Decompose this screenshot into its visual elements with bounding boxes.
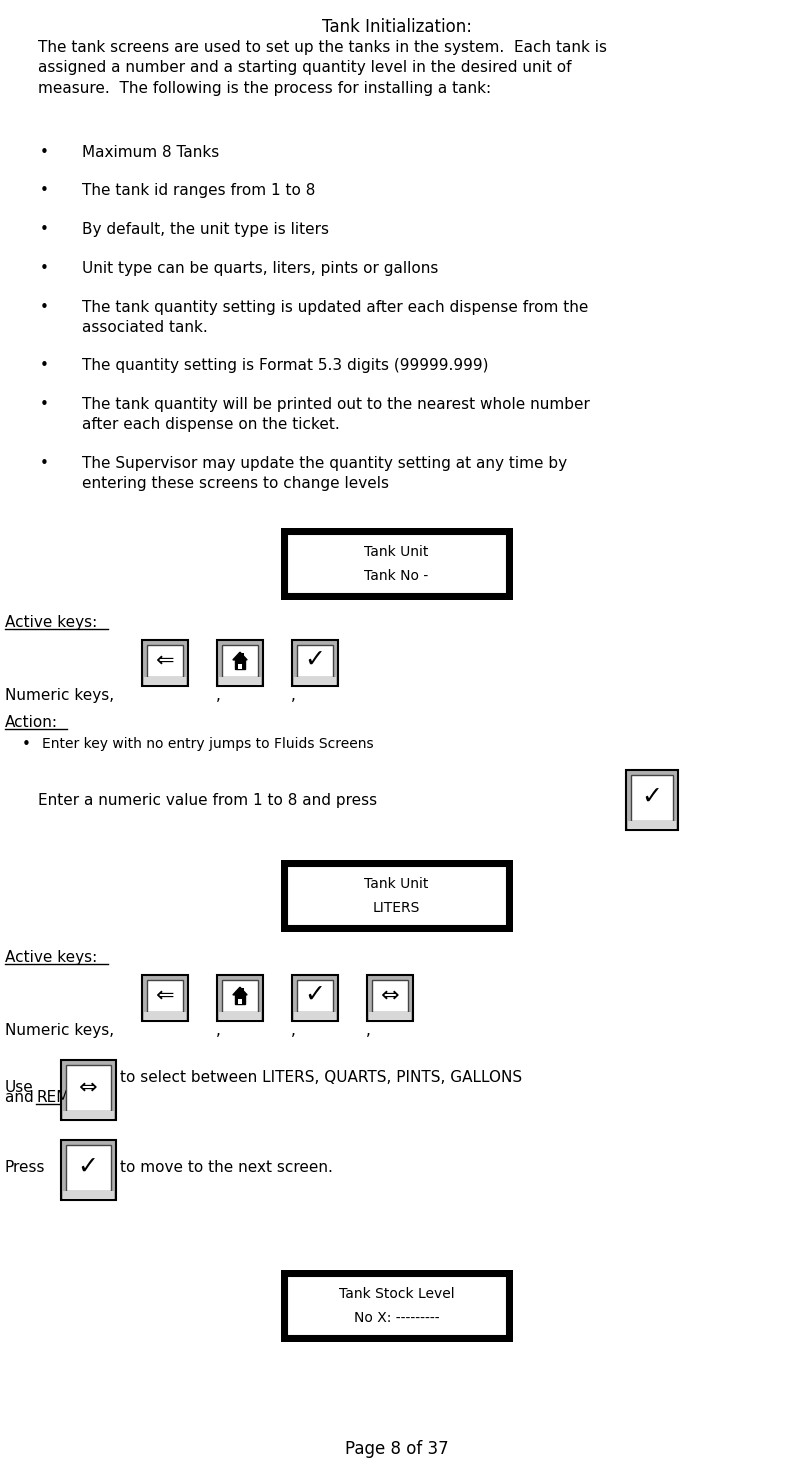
Text: ,: , (290, 689, 296, 703)
Text: REMOVE: REMOVE (36, 1090, 102, 1105)
Bar (222, 980, 258, 1012)
Text: ⇔: ⇔ (381, 986, 400, 1006)
Text: •: • (40, 397, 49, 412)
Text: •: • (40, 183, 49, 198)
Text: and: and (5, 1090, 39, 1105)
Text: Enter key with no entry jumps to Fluids Screens: Enter key with no entry jumps to Fluids … (42, 737, 374, 752)
Bar (286, 866, 507, 926)
Bar (66, 1065, 110, 1110)
Bar (292, 640, 338, 686)
Bar (297, 645, 333, 677)
Text: ,: , (366, 1023, 370, 1039)
Text: •: • (40, 223, 49, 237)
Text: Numeric keys,: Numeric keys, (5, 689, 114, 703)
Bar (292, 976, 338, 1021)
Text: to select between LITERS, QUARTS, PINTS, GALLONS: to select between LITERS, QUARTS, PINTS,… (120, 1069, 522, 1086)
Bar (219, 1012, 261, 1020)
Bar (144, 1012, 186, 1020)
Text: ⇐: ⇐ (155, 650, 174, 671)
Polygon shape (233, 652, 247, 659)
Bar (286, 535, 507, 593)
Text: Tank Initialization:: Tank Initialization: (321, 18, 472, 37)
Text: Tank Stock Level: Tank Stock Level (339, 1286, 454, 1301)
Bar (142, 976, 188, 1021)
Text: Use: Use (5, 1081, 34, 1096)
Bar (369, 1012, 411, 1020)
Text: •: • (22, 737, 31, 752)
Text: to move to the next screen.: to move to the next screen. (120, 1160, 333, 1175)
Text: ✓: ✓ (305, 983, 325, 1006)
Text: No X: ---------: No X: --------- (354, 1311, 439, 1324)
Bar (367, 976, 413, 1021)
Text: ⇔: ⇔ (79, 1078, 98, 1097)
Text: The Supervisor may update the quantity setting at any time by
entering these scr: The Supervisor may update the quantity s… (82, 456, 567, 491)
Text: The tank id ranges from 1 to 8: The tank id ranges from 1 to 8 (82, 183, 316, 198)
Bar (628, 820, 676, 829)
Text: The tank screens are used to set up the tanks in the system.  Each tank is
assig: The tank screens are used to set up the … (38, 40, 607, 95)
Text: ,: , (290, 1023, 296, 1039)
Bar (235, 995, 245, 1004)
Text: Numeric keys,: Numeric keys, (5, 1023, 114, 1039)
Bar (294, 677, 336, 686)
Text: LITERS: LITERS (373, 901, 420, 916)
Bar (60, 1061, 116, 1121)
Bar (217, 976, 263, 1021)
Text: Action:: Action: (5, 715, 58, 730)
Bar (238, 999, 242, 1004)
Bar (222, 645, 258, 677)
Text: Page 8 of 37: Page 8 of 37 (345, 1440, 448, 1458)
Text: Unit type can be quarts, liters, pints or gallons: Unit type can be quarts, liters, pints o… (82, 261, 439, 275)
Text: Enter a numeric value from 1 to 8 and press: Enter a numeric value from 1 to 8 and pr… (38, 793, 377, 807)
Text: ✓: ✓ (305, 648, 325, 672)
Bar (219, 677, 261, 686)
Bar (631, 775, 673, 820)
Bar (60, 1140, 116, 1200)
Text: •: • (40, 357, 49, 374)
Text: •: • (40, 261, 49, 275)
Text: ,: , (216, 689, 220, 703)
Bar (286, 1276, 507, 1336)
Text: Active keys:: Active keys: (5, 615, 98, 630)
Text: Tank Unit: Tank Unit (364, 545, 429, 560)
Bar (217, 640, 263, 686)
Text: Active keys:: Active keys: (5, 949, 98, 965)
Bar (294, 1012, 336, 1020)
Bar (142, 640, 188, 686)
Polygon shape (233, 987, 247, 995)
Text: ✓: ✓ (78, 1154, 98, 1179)
Bar (242, 653, 244, 656)
Text: Tank No -: Tank No - (364, 568, 429, 583)
Bar (281, 860, 512, 932)
Bar (147, 645, 183, 677)
Text: Tank Unit: Tank Unit (364, 878, 429, 891)
Bar (144, 677, 186, 686)
Text: The tank quantity will be printed out to the nearest whole number
after each dis: The tank quantity will be printed out to… (82, 397, 590, 432)
Text: •: • (40, 145, 49, 160)
Text: Maximum 8 Tanks: Maximum 8 Tanks (82, 145, 219, 160)
Text: ,: , (216, 1023, 220, 1039)
Text: ⇐: ⇐ (155, 986, 174, 1006)
Bar (147, 980, 183, 1012)
Bar (66, 1146, 110, 1191)
Bar (297, 980, 333, 1012)
Bar (63, 1191, 113, 1198)
Bar (281, 1270, 512, 1342)
Bar (238, 664, 242, 668)
Text: Press: Press (5, 1160, 45, 1175)
Bar (626, 771, 678, 831)
Text: By default, the unit type is liters: By default, the unit type is liters (82, 223, 329, 237)
Bar (63, 1110, 113, 1119)
Bar (372, 980, 408, 1012)
Text: .: . (102, 1090, 107, 1105)
Text: •: • (40, 456, 49, 472)
Bar (242, 989, 244, 992)
Text: ✓: ✓ (642, 785, 662, 809)
Text: •: • (40, 300, 49, 315)
Bar (281, 527, 512, 601)
Text: The quantity setting is Format 5.3 digits (99999.999): The quantity setting is Format 5.3 digit… (82, 357, 488, 374)
Bar (235, 659, 245, 668)
Text: The tank quantity setting is updated after each dispense from the
associated tan: The tank quantity setting is updated aft… (82, 300, 588, 335)
